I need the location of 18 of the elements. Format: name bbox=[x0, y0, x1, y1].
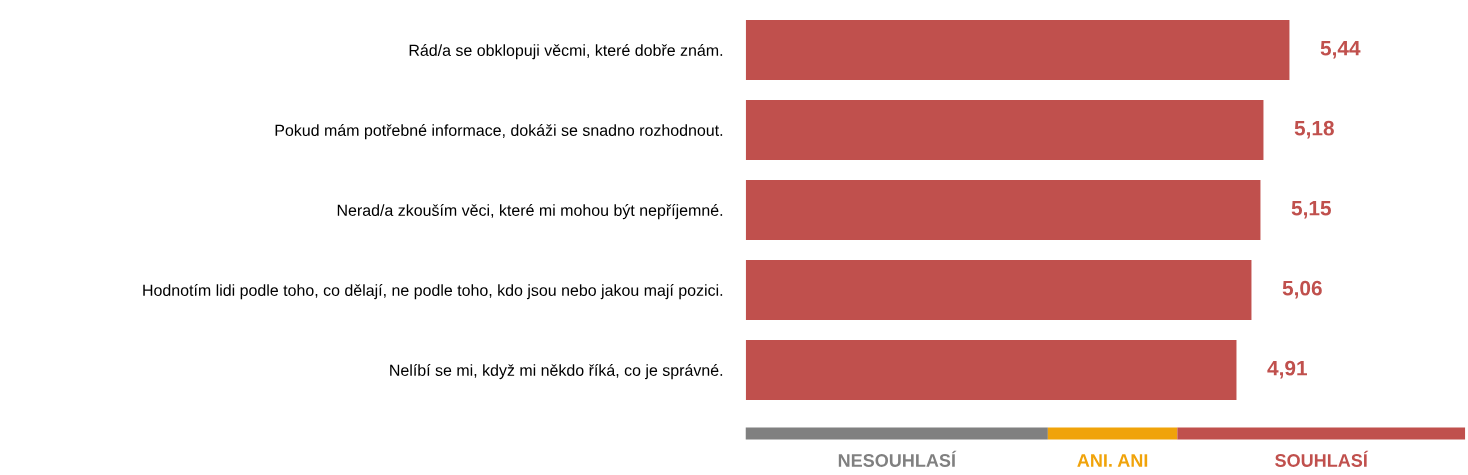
y-tick-label: Nerad/a zkouším věci, které mi mohou být nepříjemné. bbox=[337, 204, 723, 220]
data-label: 5,44 bbox=[1320, 41, 1361, 59]
bar bbox=[745, 259, 1252, 320]
y-tick-label: Nelíbí se mi, když mi někdo říká, co je správné. bbox=[390, 364, 723, 380]
bar bbox=[745, 99, 1264, 160]
text: SOUHLASÍ bbox=[1275, 450, 1369, 467]
data-label: 5,15 bbox=[1291, 201, 1331, 219]
data-label: 5,06 bbox=[1282, 280, 1322, 299]
bar bbox=[745, 179, 1261, 240]
y-tick-label: Rád/a se obklopuji věcmi, které dobře znám. bbox=[409, 44, 723, 60]
text: NESOUHLASÍ bbox=[838, 450, 957, 467]
data-label: 5,18 bbox=[1294, 120, 1334, 139]
bar bbox=[745, 339, 1237, 400]
y-tick-label: Hodnotím lidi podle toho, co dělají, ne podle toho, kdo jsou nebo jakou mají pozici. bbox=[143, 284, 723, 300]
text: ANI. ANI bbox=[1077, 454, 1148, 467]
data-label: 4,91 bbox=[1267, 360, 1307, 379]
bar bbox=[745, 19, 1290, 80]
y-tick-label: Pokud mám potřebné informace, dokáži se snadno rozhodnout. bbox=[275, 124, 723, 140]
